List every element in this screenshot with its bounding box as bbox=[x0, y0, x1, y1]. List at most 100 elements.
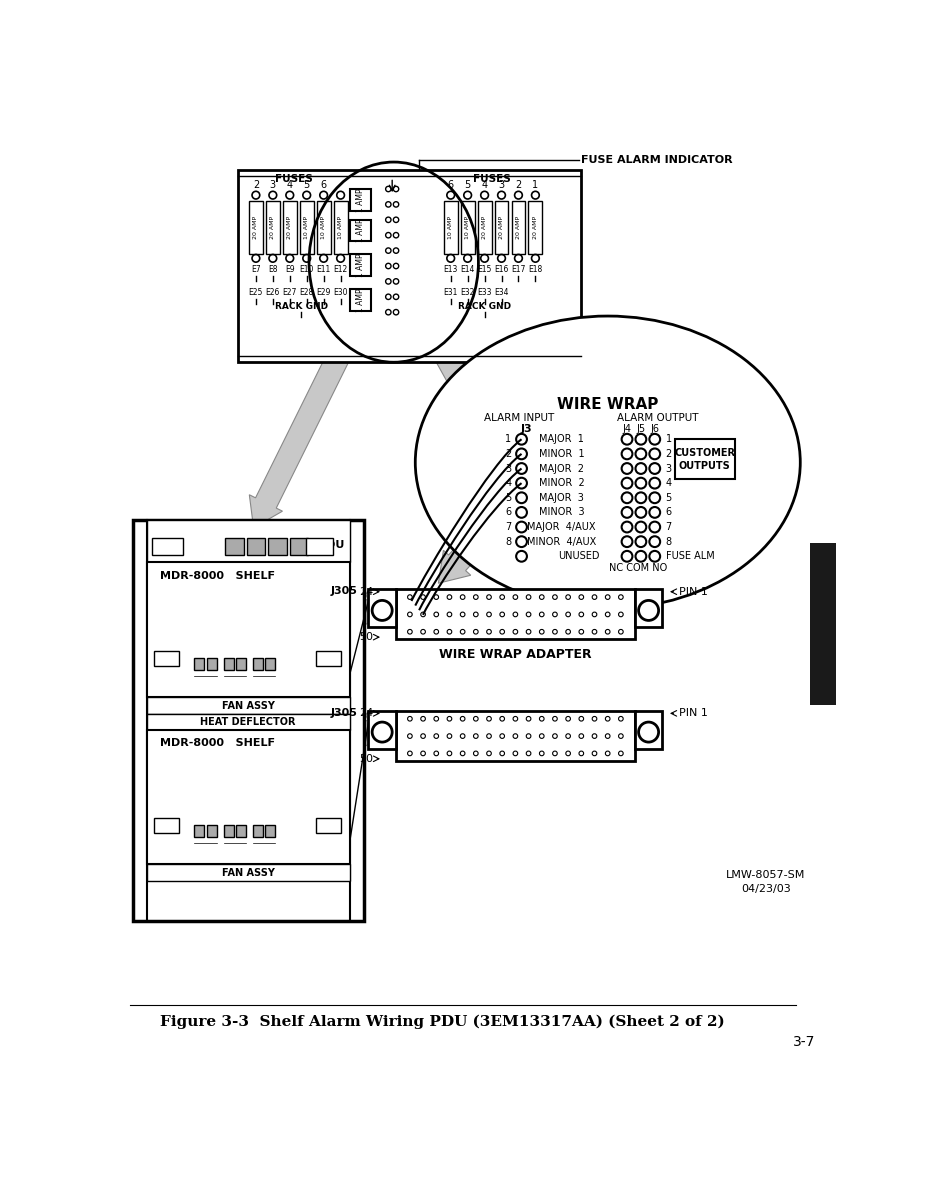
Bar bbox=[350, 255, 371, 276]
Text: E25: E25 bbox=[249, 288, 263, 298]
Bar bbox=[224, 825, 234, 838]
Bar bbox=[146, 697, 350, 714]
Bar bbox=[396, 712, 635, 762]
Text: CUSTOMER
OUTPUTS: CUSTOMER OUTPUTS bbox=[674, 447, 735, 471]
Text: 6: 6 bbox=[321, 180, 327, 190]
Text: MINOR  1: MINOR 1 bbox=[539, 449, 584, 459]
Text: 10 AMP: 10 AMP bbox=[465, 217, 470, 239]
Bar bbox=[207, 658, 216, 670]
Text: WIRE WRAP ADAPTER: WIRE WRAP ADAPTER bbox=[439, 649, 592, 662]
Ellipse shape bbox=[416, 317, 801, 608]
Text: 5: 5 bbox=[304, 180, 309, 190]
Text: 5: 5 bbox=[665, 493, 672, 502]
Text: 1 AMP: 1 AMP bbox=[356, 253, 365, 277]
Text: 2: 2 bbox=[253, 180, 259, 190]
Text: NC COM NO: NC COM NO bbox=[610, 563, 667, 572]
Text: MINOR  2: MINOR 2 bbox=[539, 478, 584, 488]
Text: PDU: PDU bbox=[318, 540, 345, 550]
Text: 6: 6 bbox=[447, 180, 454, 190]
Bar bbox=[306, 538, 333, 555]
Text: 1: 1 bbox=[505, 434, 512, 444]
Text: E14: E14 bbox=[460, 265, 474, 275]
Text: 7: 7 bbox=[505, 522, 512, 532]
Text: MAJOR  1: MAJOR 1 bbox=[539, 434, 584, 444]
Bar bbox=[146, 864, 350, 882]
Bar bbox=[316, 651, 340, 666]
Bar bbox=[155, 818, 179, 833]
Bar bbox=[350, 189, 371, 211]
Bar bbox=[253, 825, 263, 838]
Bar bbox=[528, 201, 542, 255]
Text: J5: J5 bbox=[637, 425, 646, 434]
Text: E28: E28 bbox=[299, 288, 314, 298]
Text: E33: E33 bbox=[477, 288, 492, 298]
Text: E29: E29 bbox=[317, 288, 331, 298]
Bar bbox=[810, 543, 836, 704]
Text: 1: 1 bbox=[665, 434, 672, 444]
Text: MAJOR  2: MAJOR 2 bbox=[539, 464, 584, 474]
Text: 20 AMP: 20 AMP bbox=[254, 215, 258, 239]
Bar bbox=[268, 538, 287, 555]
Text: ALARM OUTPUT: ALARM OUTPUT bbox=[617, 413, 699, 424]
Bar bbox=[152, 538, 183, 555]
Text: 4: 4 bbox=[287, 180, 293, 190]
Bar bbox=[194, 825, 204, 838]
Text: 10 AMP: 10 AMP bbox=[338, 217, 343, 239]
Text: J305: J305 bbox=[331, 708, 358, 718]
Bar bbox=[236, 825, 246, 838]
Text: 10 AMP: 10 AMP bbox=[448, 217, 453, 239]
Bar bbox=[132, 520, 363, 921]
Text: 8: 8 bbox=[505, 537, 512, 546]
Text: 3: 3 bbox=[499, 180, 504, 190]
Bar bbox=[300, 201, 314, 255]
Bar bbox=[146, 729, 350, 864]
Text: E27: E27 bbox=[282, 288, 297, 298]
Text: E32: E32 bbox=[460, 288, 474, 298]
Text: E17: E17 bbox=[512, 265, 526, 275]
Text: E26: E26 bbox=[266, 288, 280, 298]
Text: 1: 1 bbox=[532, 180, 539, 190]
Bar bbox=[460, 201, 474, 255]
Text: Figure 3-3  Shelf Alarm Wiring PDU (3EM13317AA) (Sheet 2 of 2): Figure 3-3 Shelf Alarm Wiring PDU (3EM13… bbox=[160, 1015, 724, 1029]
Text: MINOR  4/AUX: MINOR 4/AUX bbox=[527, 537, 596, 546]
Text: WIRE WRAP: WIRE WRAP bbox=[557, 397, 659, 412]
Text: 10 AMP: 10 AMP bbox=[304, 217, 309, 239]
Text: E10: E10 bbox=[299, 265, 314, 275]
Text: 4: 4 bbox=[482, 180, 487, 190]
Text: PIN 1: PIN 1 bbox=[679, 708, 708, 719]
Text: 1 AMP: 1 AMP bbox=[356, 188, 365, 212]
Text: MAJOR  3: MAJOR 3 bbox=[539, 493, 584, 502]
Bar bbox=[675, 439, 734, 480]
Text: RACK GND: RACK GND bbox=[458, 301, 511, 311]
Text: UNUSED: UNUSED bbox=[557, 551, 599, 562]
Text: J6: J6 bbox=[651, 425, 659, 434]
Text: 7: 7 bbox=[665, 522, 672, 532]
Bar bbox=[224, 658, 234, 670]
Text: 3: 3 bbox=[665, 464, 672, 474]
Bar bbox=[350, 289, 371, 311]
Text: 4: 4 bbox=[665, 478, 672, 488]
Text: HEAT DEFLECTOR: HEAT DEFLECTOR bbox=[200, 716, 296, 727]
Text: 3-7: 3-7 bbox=[793, 1035, 816, 1050]
Polygon shape bbox=[438, 513, 504, 583]
Bar bbox=[635, 712, 663, 749]
Text: MINOR  3: MINOR 3 bbox=[539, 507, 584, 518]
Text: 1 AMP: 1 AMP bbox=[356, 219, 365, 243]
Text: 8: 8 bbox=[665, 537, 672, 546]
Bar bbox=[236, 658, 246, 670]
Text: FAN ASSY: FAN ASSY bbox=[222, 868, 275, 878]
Polygon shape bbox=[329, 714, 396, 760]
Text: E31: E31 bbox=[444, 288, 458, 298]
Text: FUSES: FUSES bbox=[473, 174, 511, 184]
Text: MDR-8000   SHELF: MDR-8000 SHELF bbox=[159, 739, 275, 749]
Bar bbox=[265, 658, 275, 670]
Text: E7: E7 bbox=[251, 265, 261, 275]
Bar bbox=[155, 651, 179, 666]
Text: FAN ASSY: FAN ASSY bbox=[222, 701, 275, 710]
Bar bbox=[249, 201, 263, 255]
Text: 4: 4 bbox=[505, 478, 512, 488]
Text: E11: E11 bbox=[317, 265, 331, 275]
Text: 24: 24 bbox=[359, 708, 373, 719]
Text: J305: J305 bbox=[331, 585, 358, 596]
Bar bbox=[444, 201, 458, 255]
